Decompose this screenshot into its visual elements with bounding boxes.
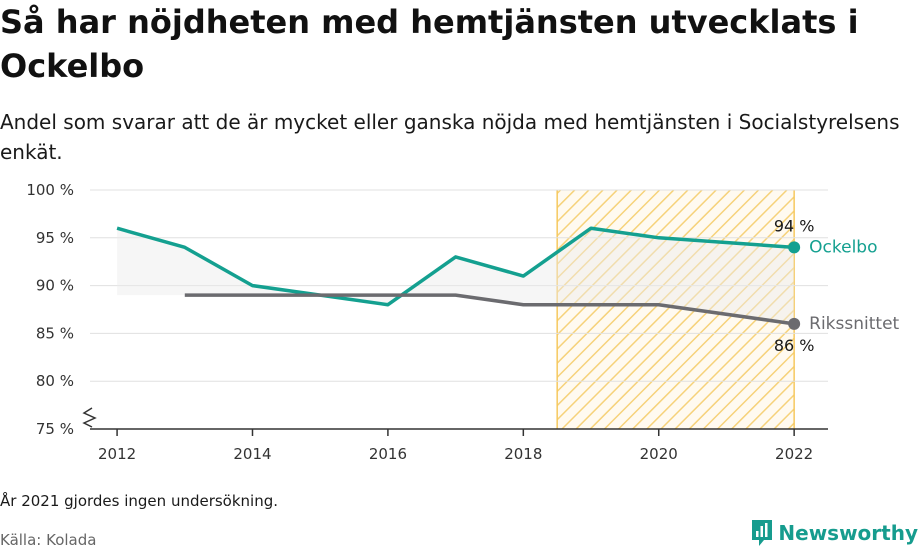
chart-subtitle: Andel som svarar att de är mycket eller … xyxy=(0,110,900,164)
series-label-rikssnittet: Rikssnittet xyxy=(809,314,899,334)
y-tick-label: 85 % xyxy=(36,324,74,342)
y-tick-label: 95 % xyxy=(36,229,74,247)
y-tick-label: 80 % xyxy=(36,372,74,390)
end-point-rikssnittet xyxy=(788,317,801,330)
series-label-ockelbo: Ockelbo xyxy=(809,237,877,257)
line-chart: 75 % 80 % 85 % 90 % 95 % 100 % Ockelbo 94 % Riks… xyxy=(26,181,899,463)
newsworthy-logo-icon xyxy=(752,520,773,546)
series-line-ockelbo xyxy=(116,226,795,307)
axis-break-icon xyxy=(82,407,97,428)
chart-note: År 2021 gjordes ingen undersökning. xyxy=(0,492,279,510)
x-tick-label: 2018 xyxy=(504,445,542,463)
chart-source: Källa: Kolada xyxy=(0,531,97,549)
value-label-rikssnittet: 86 % xyxy=(774,336,815,355)
y-tick-label: 100 % xyxy=(26,181,74,199)
y-tick-label: 90 % xyxy=(36,277,74,295)
newsworthy-logo-text: Newsworthy xyxy=(778,521,918,545)
end-point-ockelbo xyxy=(788,241,801,254)
difference-band xyxy=(117,228,795,324)
y-tick-label: 75 % xyxy=(36,420,74,438)
x-tick-label: 2014 xyxy=(233,445,271,463)
x-tick-label: 2020 xyxy=(640,445,678,463)
newsworthy-logo: Newsworthy xyxy=(750,518,918,548)
chart-title: Så har nöjdheten med hemtjänsten utveckl… xyxy=(0,3,859,85)
x-tick-label: 2012 xyxy=(98,445,136,463)
x-tick-label: 2022 xyxy=(775,445,813,463)
x-tick-label: 2016 xyxy=(369,445,407,463)
series-line-rikssnittet xyxy=(184,293,795,326)
value-label-ockelbo: 94 % xyxy=(774,216,815,235)
